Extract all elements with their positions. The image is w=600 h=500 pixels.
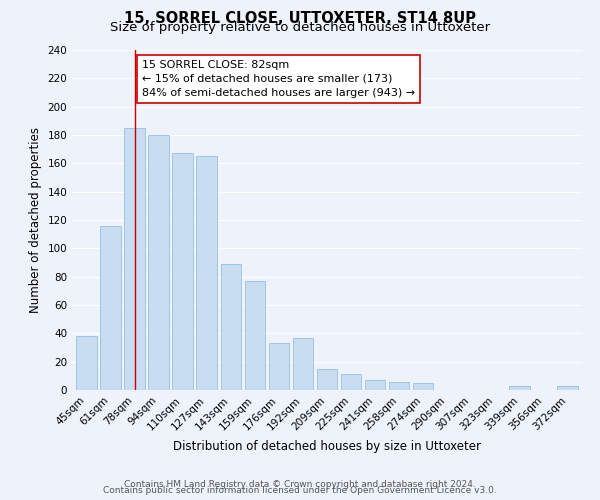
Bar <box>509 386 530 390</box>
Text: 15 SORREL CLOSE: 82sqm
← 15% of detached houses are smaller (173)
84% of semi-de: 15 SORREL CLOSE: 82sqm ← 15% of detached… <box>142 60 415 98</box>
Bar <box>196 156 217 390</box>
Bar <box>76 336 97 390</box>
Bar <box>172 154 193 390</box>
Bar <box>221 264 241 390</box>
Bar <box>269 343 289 390</box>
Bar <box>317 369 337 390</box>
Bar <box>124 128 145 390</box>
Bar <box>413 383 433 390</box>
Bar <box>341 374 361 390</box>
Text: Contains public sector information licensed under the Open Government Licence v3: Contains public sector information licen… <box>103 486 497 495</box>
Text: 15, SORREL CLOSE, UTTOXETER, ST14 8UP: 15, SORREL CLOSE, UTTOXETER, ST14 8UP <box>124 11 476 26</box>
Y-axis label: Number of detached properties: Number of detached properties <box>29 127 42 313</box>
X-axis label: Distribution of detached houses by size in Uttoxeter: Distribution of detached houses by size … <box>173 440 481 453</box>
Bar <box>245 281 265 390</box>
Bar <box>365 380 385 390</box>
Text: Size of property relative to detached houses in Uttoxeter: Size of property relative to detached ho… <box>110 21 490 34</box>
Bar <box>148 135 169 390</box>
Bar <box>293 338 313 390</box>
Text: Contains HM Land Registry data © Crown copyright and database right 2024.: Contains HM Land Registry data © Crown c… <box>124 480 476 489</box>
Bar <box>100 226 121 390</box>
Bar <box>389 382 409 390</box>
Bar <box>557 386 578 390</box>
